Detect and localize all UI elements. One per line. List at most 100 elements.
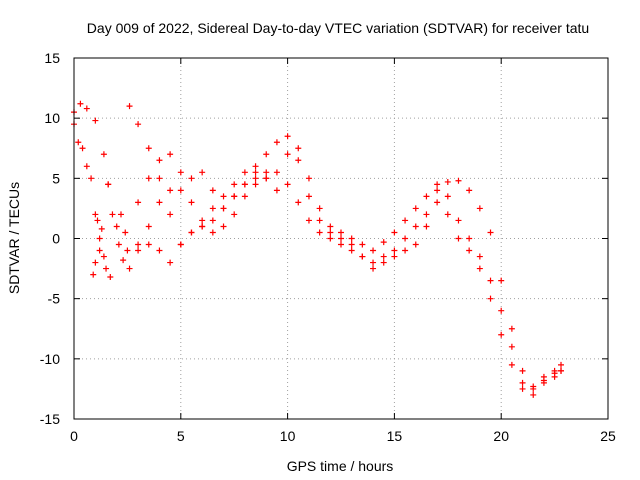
data-point xyxy=(444,211,451,218)
y-tick-label: 10 xyxy=(44,110,60,126)
data-point xyxy=(109,211,116,218)
data-point xyxy=(380,259,387,266)
data-point xyxy=(231,193,238,200)
series-scatter-early xyxy=(90,181,133,281)
data-point xyxy=(423,211,430,218)
data-point xyxy=(177,241,184,248)
data-point xyxy=(434,199,441,206)
data-point xyxy=(241,181,248,188)
data-point xyxy=(455,217,462,224)
data-point xyxy=(519,385,526,392)
data-point xyxy=(105,181,112,188)
data-point xyxy=(135,199,142,206)
data-point xyxy=(284,133,291,140)
data-point xyxy=(100,151,107,158)
data-point xyxy=(252,163,259,170)
data-point xyxy=(188,199,195,206)
data-point xyxy=(295,199,302,206)
x-tick-label: 0 xyxy=(70,428,78,444)
data-point xyxy=(94,217,101,224)
data-point xyxy=(241,169,248,176)
data-point xyxy=(327,229,334,236)
data-point xyxy=(167,259,174,266)
data-point xyxy=(252,181,259,188)
data-point xyxy=(434,187,441,194)
data-point xyxy=(348,247,355,254)
data-point xyxy=(412,223,419,230)
data-point xyxy=(444,178,451,185)
data-point xyxy=(338,229,344,236)
data-point xyxy=(391,253,398,260)
data-point xyxy=(455,235,462,242)
x-tick-label: 20 xyxy=(493,428,509,444)
data-point xyxy=(273,187,280,194)
y-tick-label: 15 xyxy=(44,50,60,66)
data-point xyxy=(122,229,129,236)
data-point xyxy=(263,175,270,182)
data-point xyxy=(508,343,515,350)
data-point xyxy=(167,211,174,218)
data-point xyxy=(519,367,526,374)
y-tick-label: -10 xyxy=(40,351,60,367)
data-point xyxy=(316,217,323,224)
data-point xyxy=(476,205,483,212)
data-point xyxy=(359,241,366,248)
y-tick-label: -15 xyxy=(40,411,60,427)
data-point xyxy=(252,169,259,176)
data-point xyxy=(498,307,505,314)
data-point xyxy=(177,187,184,194)
data-point xyxy=(92,211,99,218)
data-point xyxy=(338,235,344,242)
data-point xyxy=(145,223,152,230)
data-point xyxy=(305,193,312,200)
data-point xyxy=(83,163,90,170)
data-point xyxy=(209,229,216,236)
data-point xyxy=(126,103,133,110)
data-point xyxy=(177,169,184,176)
data-point xyxy=(209,205,216,212)
data-point xyxy=(145,145,152,152)
data-point xyxy=(348,235,355,242)
data-point xyxy=(107,274,114,281)
data-point xyxy=(498,331,505,338)
data-point xyxy=(558,367,565,374)
data-point xyxy=(145,175,152,182)
data-point xyxy=(241,193,248,200)
data-point xyxy=(558,361,565,368)
data-point xyxy=(348,241,355,248)
data-point xyxy=(199,223,206,230)
data-point xyxy=(466,247,473,254)
data-point xyxy=(145,241,152,248)
y-axis-label: SDTVAR / TECUs xyxy=(6,182,22,294)
data-point xyxy=(156,175,163,182)
data-point xyxy=(92,259,99,266)
data-point xyxy=(338,241,344,248)
data-point xyxy=(476,253,483,260)
data-point xyxy=(220,205,227,212)
x-tick-label: 25 xyxy=(600,428,616,444)
y-tick-label: -5 xyxy=(48,291,61,307)
data-point xyxy=(77,100,84,107)
data-point xyxy=(380,239,387,246)
data-point xyxy=(519,379,526,386)
data-point xyxy=(327,223,334,230)
data-point xyxy=(117,211,124,218)
data-point xyxy=(188,175,195,182)
data-point xyxy=(466,235,473,242)
data-point xyxy=(402,235,409,242)
grid-layer xyxy=(74,58,608,419)
data-point xyxy=(391,229,398,236)
tick-labels: 0 5 10 15 20 25 -15 -10 -5 0 5 10 15 xyxy=(40,50,616,444)
data-point xyxy=(423,223,430,230)
x-tick-label: 10 xyxy=(280,428,296,444)
data-point xyxy=(167,151,174,158)
data-point xyxy=(135,241,142,248)
data-point xyxy=(412,205,419,212)
data-point xyxy=(98,225,105,232)
data-point xyxy=(508,325,515,332)
series-arc-3 xyxy=(126,103,565,390)
data-points xyxy=(71,100,565,398)
data-point xyxy=(75,139,82,146)
data-point xyxy=(103,265,110,272)
data-point xyxy=(305,175,312,182)
